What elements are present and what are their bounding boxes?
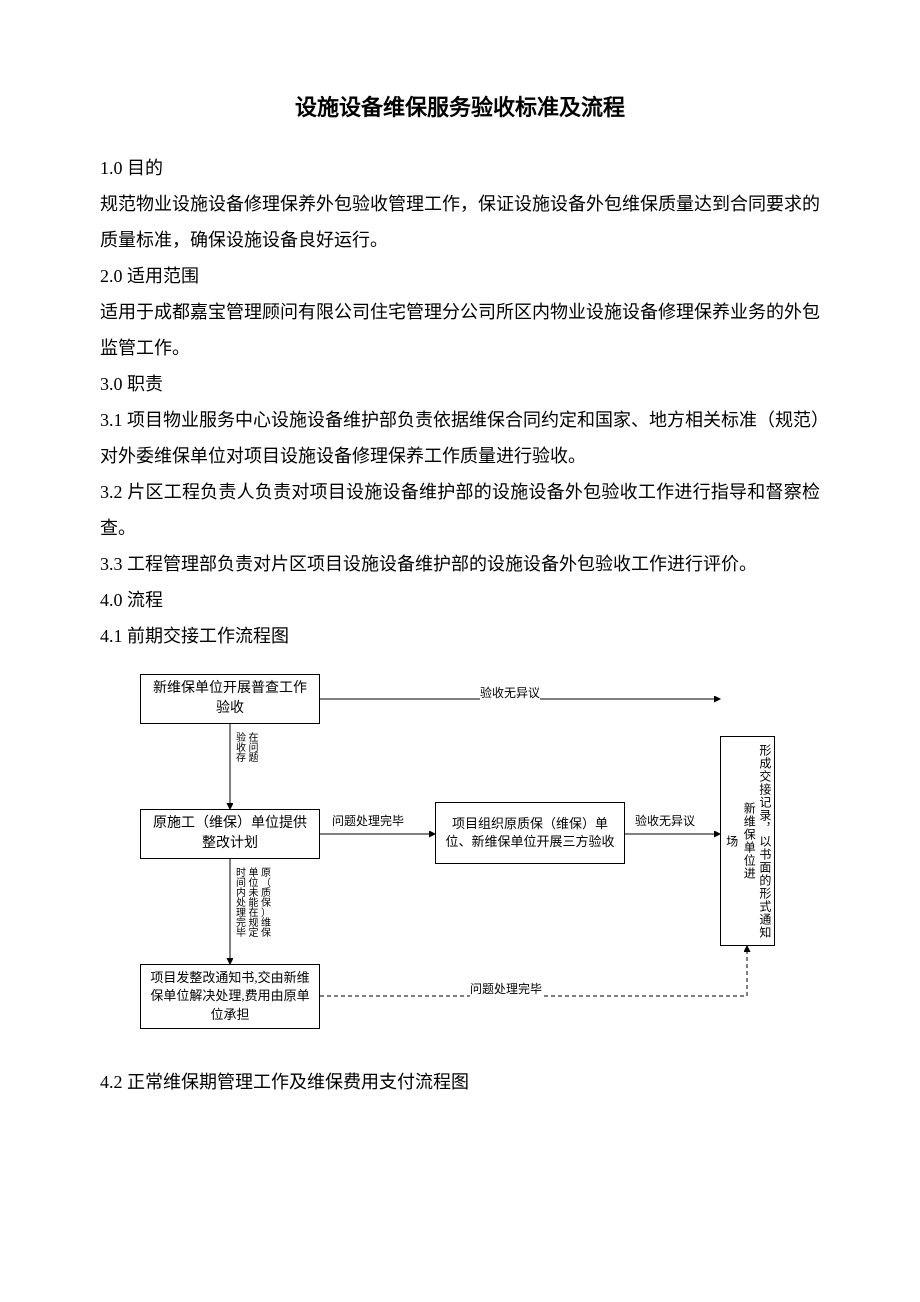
section-4-0: 4.0 流程 [100, 582, 820, 618]
edge-label-e4: 问题处理完毕 [332, 814, 404, 830]
flowchart-4-1: 新维保单位开展普查工作验收 原施工（维保）单位提供整改计划 项目发整改通知书,交… [100, 674, 820, 1054]
para-3-2: 3.2 片区工程负责人负责对项目设施设备维护部的设施设备外包验收工作进行指导和督… [100, 474, 820, 546]
doc-title: 设施设备维保服务验收标准及流程 [100, 90, 820, 122]
section-1-0: 1.0 目的 [100, 150, 820, 186]
section-4-2: 4.2 正常维保期管理工作及维保费用支付流程图 [100, 1064, 820, 1100]
edge-label-e2: 时 单 原 间 位 （ 内 未 质 处 能 保 理 在 ） 完 规 维 毕 定 … [236, 869, 271, 939]
para-3-3: 3.3 工程管理部负责对片区项目设施设备维护部的设施设备外包验收工作进行评价。 [100, 546, 820, 582]
section-2-0: 2.0 适用范围 [100, 258, 820, 294]
section-3-0: 3.0 职责 [100, 366, 820, 402]
edge-label-e1: 验 在收 问存 题 [236, 734, 259, 764]
flow-node-n3: 项目发整改通知书,交由新维保单位解决处理,费用由原单位承担 [140, 964, 320, 1029]
flow-node-n1: 新维保单位开展普查工作验收 [140, 674, 320, 724]
section-4-1: 4.1 前期交接工作流程图 [100, 618, 820, 654]
para-1-0: 规范物业设施设备修理保养外包验收管理工作，保证设施设备外包维保质量达到合同要求的… [100, 186, 820, 258]
flow-node-n5-right: 形成交接记录，以书面的形式通知新维保单位进 [741, 743, 772, 939]
flow-node-n5-left: 场 [723, 835, 739, 848]
para-2-0: 适用于成都嘉宝管理顾问有限公司住宅管理分公司所区内物业设施设备修理保养业务的外包… [100, 294, 820, 366]
para-3-1: 3.1 项目物业服务中心设施设备维护部负责依据维保合同约定和国家、地方相关标准（… [100, 402, 820, 474]
flow-node-n4: 项目组织原质保（维保）单位、新维保单位开展三方验收 [435, 802, 625, 864]
edge-label-e3: 验收无异议 [480, 686, 540, 702]
edge-label-e5: 验收无异议 [635, 814, 695, 830]
edge-label-e6: 问题处理完毕 [470, 982, 542, 998]
flow-node-n2: 原施工（维保）单位提供整改计划 [140, 809, 320, 859]
flow-node-n5: 场 形成交接记录，以书面的形式通知新维保单位进 [720, 736, 775, 946]
